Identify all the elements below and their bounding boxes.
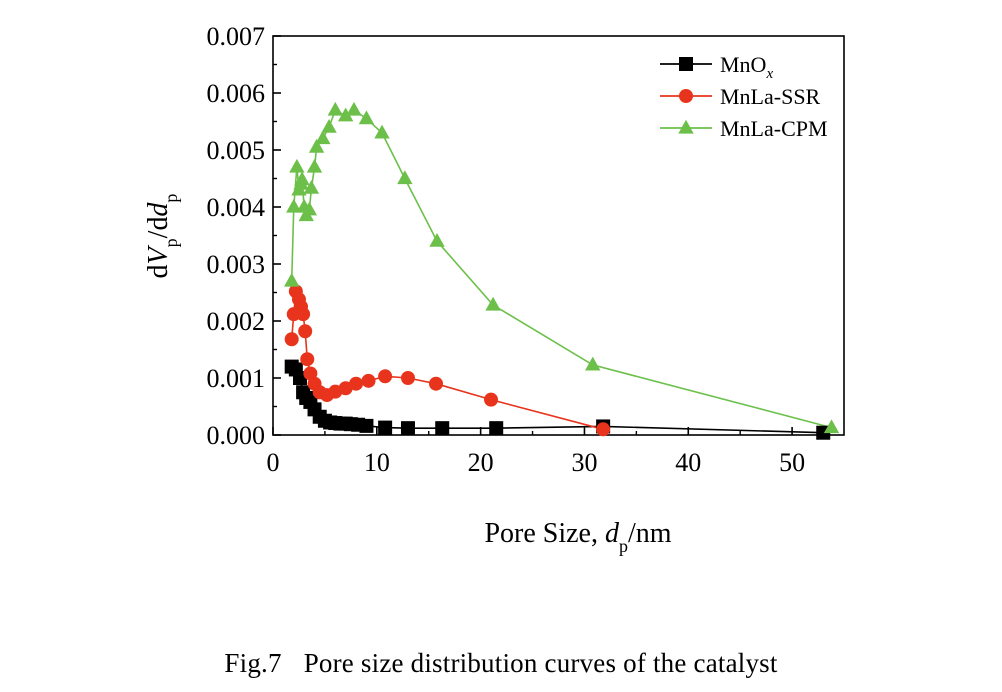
data-point-mnla-cpm — [374, 124, 390, 139]
data-point-mnla-cpm — [585, 356, 601, 371]
data-point-mnla-cpm — [321, 118, 337, 133]
legend-label-mno-x: MnOx — [720, 52, 773, 82]
data-point-mnla-cpm — [283, 272, 300, 287]
data-point-mnla-ssr — [298, 324, 313, 339]
x-tick-label: 50 — [779, 448, 805, 477]
x-tick-label: 0 — [267, 448, 280, 477]
data-point-mnla-cpm — [358, 110, 375, 125]
legend-label-mnla-cpm: MnLa-CPM — [720, 116, 828, 141]
data-point-mnla-cpm — [485, 296, 501, 311]
data-point-mnla-cpm — [429, 232, 445, 247]
data-point-mnla-cpm — [289, 158, 305, 173]
data-point-mno-x — [435, 421, 450, 436]
data-point-mno-x — [489, 421, 504, 436]
data-point-mnla-cpm — [294, 171, 310, 186]
x-tick-label: 40 — [675, 448, 701, 477]
legend-marker-mnla-cpm — [678, 119, 694, 134]
y-tick-label: 0.007 — [207, 22, 266, 51]
legend-marker-mnla-ssr — [679, 89, 693, 103]
data-point-mnla-ssr — [349, 376, 364, 391]
x-axis-title: Pore Size, dp/nm — [484, 518, 671, 556]
series-line-mnla-ssr — [290, 291, 604, 431]
data-point-mnla-cpm — [315, 130, 331, 145]
legend-label-mnla-ssr: MnLa-SSR — [720, 84, 821, 109]
data-point-mnla-cpm — [301, 201, 318, 216]
data-point-mnla-ssr — [300, 352, 315, 367]
data-point-mno-x — [378, 420, 393, 435]
y-tick-label: 0.002 — [207, 307, 266, 336]
y-axis-title: dVp/ddp — [143, 194, 181, 279]
x-tick-label: 20 — [468, 448, 494, 477]
data-point-mnla-cpm — [308, 138, 325, 153]
y-tick-label: 0.005 — [207, 136, 266, 165]
data-point-mnla-cpm — [397, 170, 413, 185]
data-point-mnla-ssr — [400, 371, 415, 385]
y-tick-label: 0.000 — [207, 421, 266, 450]
figure-caption: Fig.7 Pore size distribution curves of th… — [0, 648, 1002, 679]
data-point-mnla-ssr — [296, 307, 311, 322]
data-point-mnla-cpm — [346, 101, 362, 116]
data-point-mnla-ssr — [596, 422, 611, 437]
axis-ticks: 0 10 20 30 40 50 0.000 0.001 0.002 0.003 0.004 0.00… — [207, 22, 806, 477]
data-point-mnla-cpm — [337, 107, 354, 122]
data-point-mnla-ssr — [484, 392, 499, 407]
data-point-mnla-ssr — [284, 332, 299, 347]
data-point-mnla-cpm — [286, 198, 302, 213]
x-tick-label: 10 — [364, 448, 390, 477]
y-tick-label: 0.004 — [207, 193, 266, 222]
data-point-mnla-cpm — [303, 179, 320, 194]
y-tick-label: 0.003 — [207, 250, 266, 279]
data-point-mnla-ssr — [428, 376, 443, 391]
series-markers — [283, 101, 840, 440]
y-tick-label: 0.001 — [207, 364, 266, 393]
pore-size-chart: 0 10 20 30 40 50 0.000 0.001 0.002 0.003 0.004 0.00… — [143, 22, 845, 556]
figure-number: Fig.7 — [224, 648, 282, 678]
data-point-mnla-cpm — [306, 158, 323, 173]
data-point-mnla-ssr — [361, 373, 376, 388]
data-point-mno-x — [359, 418, 374, 433]
data-point-mnla-cpm — [823, 419, 840, 434]
x-tick-label: 30 — [571, 448, 597, 477]
data-point-mno-x — [400, 421, 415, 436]
y-tick-label: 0.006 — [207, 79, 266, 108]
figure-caption-text: Pore size distribution curves of the cat… — [303, 648, 778, 678]
data-point-mnla-cpm — [327, 101, 343, 116]
data-point-mnla-ssr — [378, 369, 393, 384]
legend-marker-mno-x — [679, 57, 693, 71]
